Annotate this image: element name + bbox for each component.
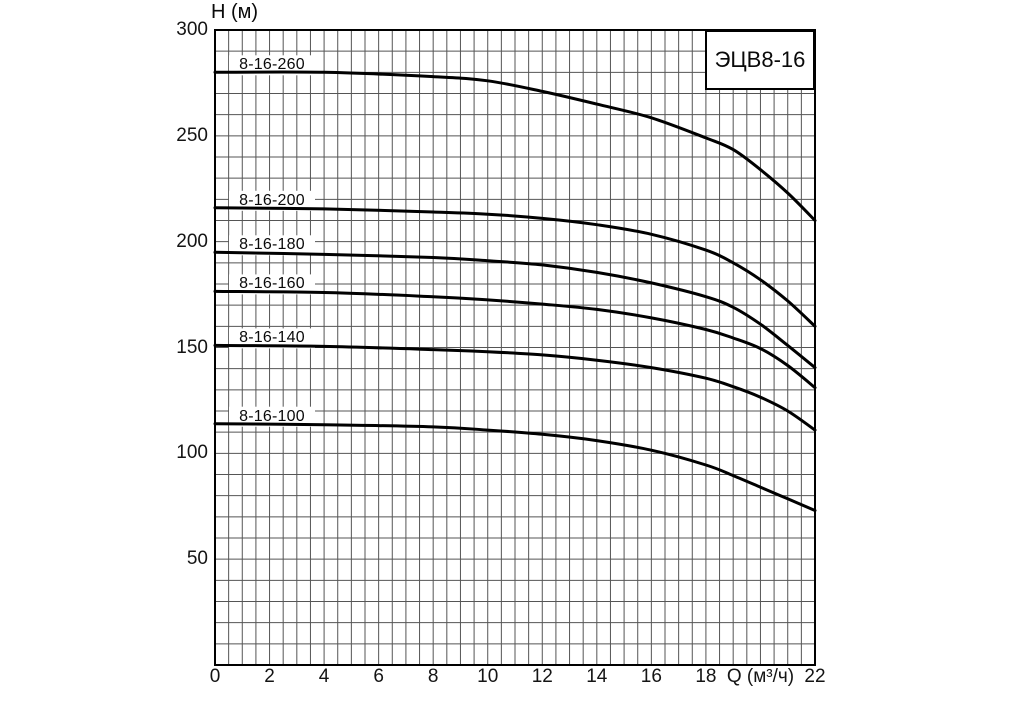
x-tick-14: 14 (586, 666, 608, 687)
y-tick-50: 50 (186, 548, 208, 570)
curve-label-backplate (229, 406, 315, 427)
curve-label-8-16-140: 8-16-140 (239, 329, 305, 347)
curve-label-backplate (229, 274, 315, 295)
plot-border (214, 29, 816, 666)
curve-8-16-140 (213, 343, 817, 432)
curve-label-backplate (229, 235, 315, 256)
y-axis-title: H (м) (211, 1, 259, 23)
curve-8-16-180 (213, 250, 817, 370)
x-tick-12: 12 (531, 666, 553, 687)
curve-label-8-16-180: 8-16-180 (239, 236, 305, 254)
curve-label-8-16-260: 8-16-260 (239, 56, 305, 74)
curve-label-backplate (229, 328, 315, 349)
x-tick-22: 22 (804, 666, 826, 687)
y-tick-150: 150 (176, 336, 208, 358)
x-tick-2: 2 (264, 666, 275, 687)
curve-8-16-200 (213, 206, 817, 328)
curve-8-16-160 (213, 289, 817, 390)
curve-label-8-16-100: 8-16-100 (239, 407, 305, 425)
x-tick-6: 6 (373, 666, 384, 687)
curve-8-16-260 (213, 70, 817, 222)
x-tick-18: 18 (695, 666, 717, 687)
curve-label-backplate (229, 55, 315, 76)
curve-8-16-100 (213, 422, 817, 512)
x-tick-16: 16 (640, 666, 662, 687)
x-tick-10: 10 (477, 666, 499, 687)
pump-family-title: ЭЦВ8-16 (705, 30, 815, 90)
x-tick-4: 4 (318, 666, 330, 687)
y-tick-100: 100 (176, 442, 208, 464)
x-tick-0: 0 (209, 666, 221, 687)
y-tick-250: 250 (176, 124, 208, 146)
y-tick-300: 300 (176, 19, 208, 40)
x-axis-title: Q (м³/ч) (726, 666, 795, 687)
curve-label-8-16-160: 8-16-160 (239, 275, 305, 293)
curve-label-backplate (229, 190, 315, 211)
y-tick-200: 200 (176, 230, 208, 252)
x-tick-8: 8 (427, 666, 439, 687)
curve-label-8-16-200: 8-16-200 (239, 191, 305, 209)
